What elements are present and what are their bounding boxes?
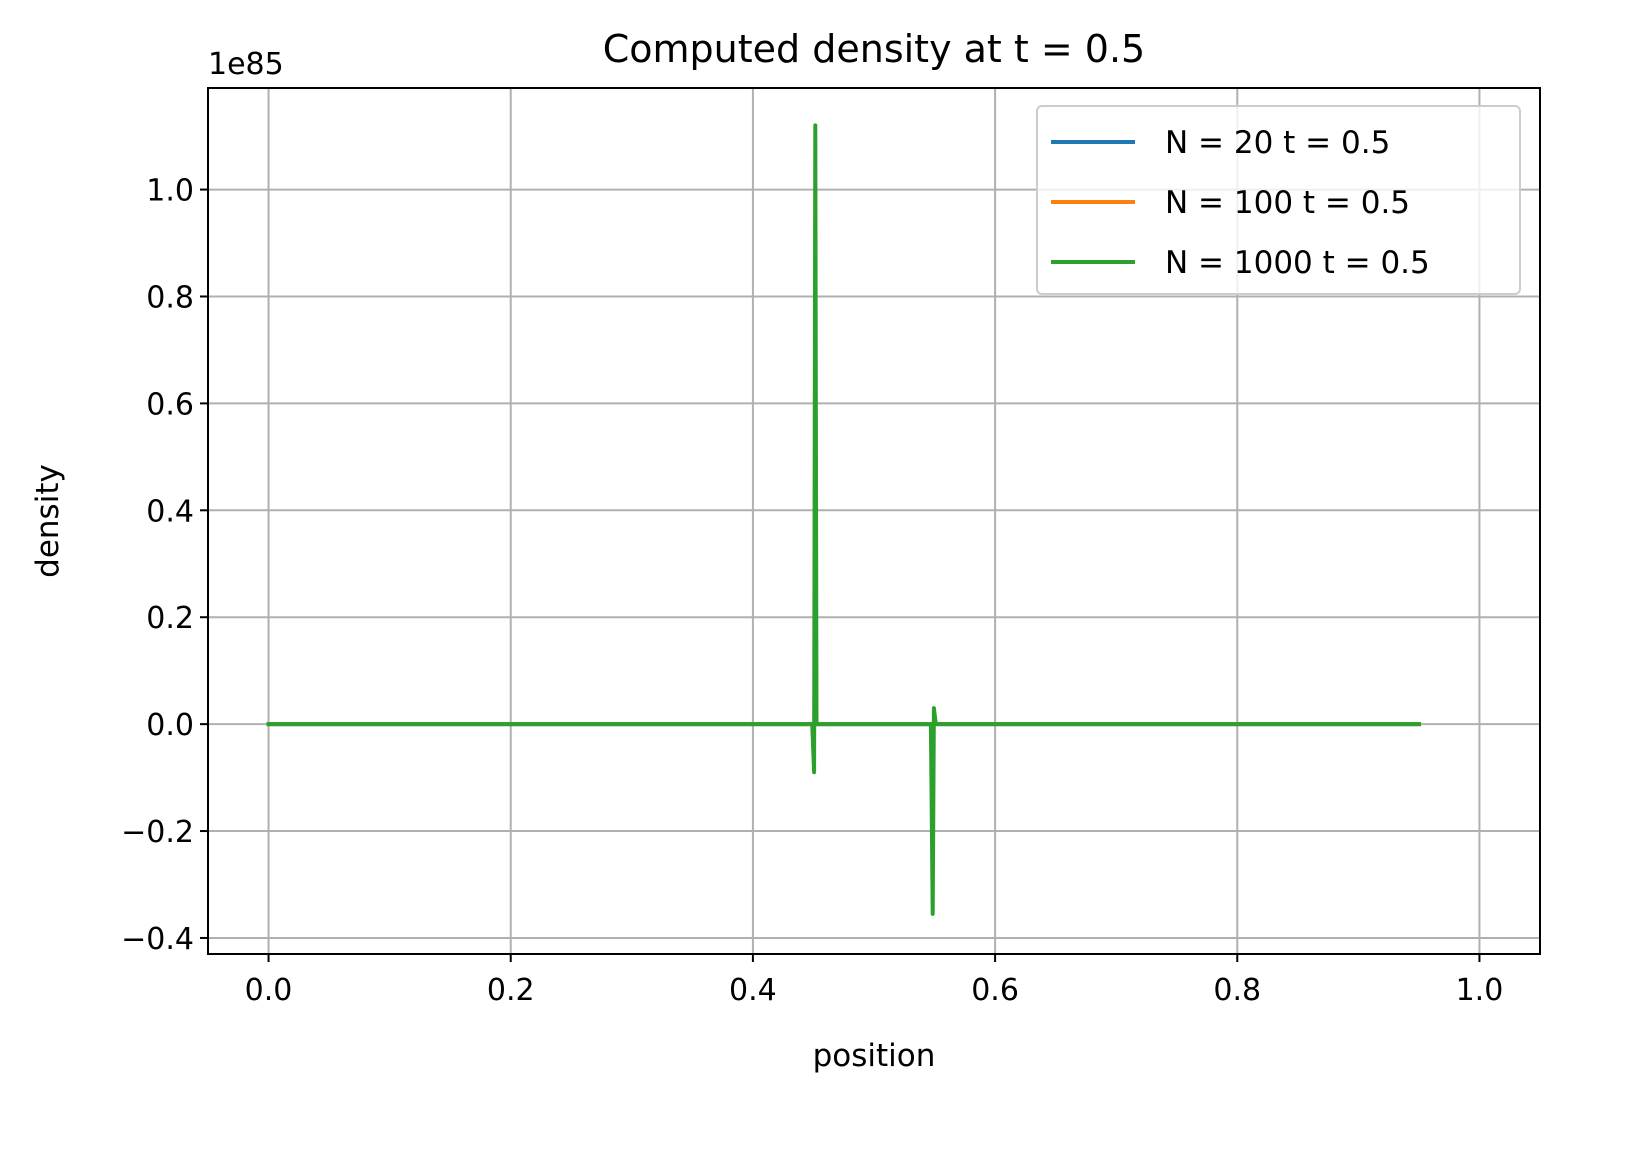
y-axis-title: density xyxy=(30,464,66,578)
y-tick-label: 0.6 xyxy=(146,387,194,422)
chart-title: Computed density at t = 0.5 xyxy=(603,27,1145,71)
y-tick-label: 0.2 xyxy=(146,601,194,636)
x-axis-title: position xyxy=(813,1038,936,1074)
x-tick-label: 1.0 xyxy=(1456,973,1504,1008)
y-axis-offset-label: 1e85 xyxy=(208,47,284,82)
series-line-2 xyxy=(266,123,1421,916)
legend: N = 20 t = 0.5 N = 100 t = 0.5 N = 1000 t … xyxy=(1036,105,1521,295)
x-tick-label: 0.6 xyxy=(971,973,1019,1008)
y-tick-label: 0.8 xyxy=(146,280,194,315)
plot-frame xyxy=(207,87,1541,955)
y-tick-label: 0.0 xyxy=(146,708,194,743)
x-tick-label: 0.8 xyxy=(1213,973,1261,1008)
x-tick-label: 0.2 xyxy=(487,973,535,1008)
x-tick-label: 0.0 xyxy=(245,973,293,1008)
series-lines xyxy=(266,123,1421,916)
x-tick-label: 0.4 xyxy=(729,973,777,1008)
y-tick-label: 0.4 xyxy=(146,494,194,529)
y-tick-label: 1.0 xyxy=(146,174,194,209)
legend-frame xyxy=(1036,105,1521,295)
ticks: 0.0 0.2 0.4 0.6 0.8 1.0 −0.4 −0.2 0.0 0.2 0.4 0.6 0.… xyxy=(121,174,1503,1008)
legend-label-2: N = 1000 t = 0.5 xyxy=(1165,245,1430,281)
y-tick-label: −0.2 xyxy=(121,815,194,850)
legend-label-1: N = 100 t = 0.5 xyxy=(1165,185,1410,221)
y-tick-label: −0.4 xyxy=(121,922,194,957)
legend-label-0: N = 20 t = 0.5 xyxy=(1165,125,1390,161)
